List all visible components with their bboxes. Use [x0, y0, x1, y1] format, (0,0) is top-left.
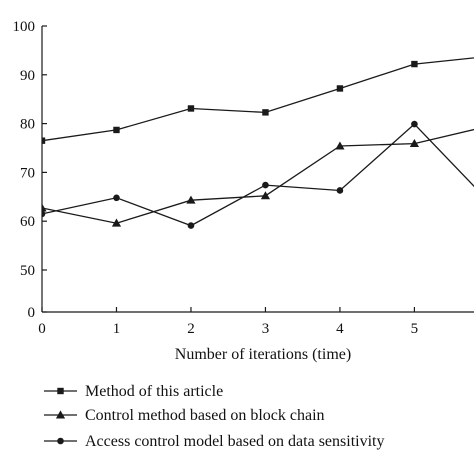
square-marker	[113, 126, 120, 134]
circle-marker	[187, 222, 195, 229]
legend-label: Access control model based on data sensi…	[85, 433, 384, 450]
x-tick-label: 3	[262, 321, 270, 337]
y-tick-label: 60	[20, 214, 35, 230]
series-method-of-this-article	[42, 57, 474, 144]
square-marker	[42, 137, 46, 144]
legend-item: Method of this article	[44, 383, 223, 400]
triangle-marker	[42, 203, 47, 212]
y-tick-label: 90	[20, 68, 35, 84]
series-access-control-model-based-on-data-sensitivity	[42, 120, 474, 229]
legend: Method of this article Control method bas…	[44, 383, 384, 450]
triangle-marker	[111, 218, 122, 227]
circle-marker	[336, 187, 344, 194]
legend-item: Control method based on block chain	[44, 407, 325, 424]
y-tick-label: 70	[20, 165, 35, 181]
y-tick-label: 0	[28, 305, 36, 321]
legend-item: Access control model based on data sensi…	[44, 433, 384, 450]
legend-label: Control method based on block chain	[85, 407, 325, 424]
circle-marker	[113, 194, 120, 202]
series-control-method-based-on-block-chain	[42, 128, 474, 227]
legend-label: Method of this article	[85, 383, 223, 400]
x-tick-label: 0	[38, 321, 46, 337]
circle-marker	[262, 181, 269, 189]
x-tick-label: 1	[113, 321, 121, 337]
legend-triangle-marker	[55, 410, 66, 419]
square-marker	[336, 85, 344, 92]
circle-marker	[42, 210, 46, 218]
legend-circle-marker	[57, 437, 64, 445]
triangle-marker	[335, 141, 345, 150]
triangle-marker	[409, 139, 420, 148]
series-line	[42, 128, 474, 224]
y-tick-label: 100	[13, 19, 36, 35]
series-layer	[42, 57, 474, 229]
series-line	[42, 123, 474, 227]
square-marker	[187, 105, 195, 112]
triangle-marker	[260, 191, 271, 200]
square-marker	[262, 109, 269, 116]
axes: 0 50 60 70 80 90 100 0 1 2 3 4 5	[13, 19, 474, 337]
square-marker	[411, 60, 418, 68]
y-tick-label: 80	[20, 117, 35, 133]
x-tick-label: 2	[187, 321, 195, 337]
triangle-marker	[186, 195, 196, 204]
y-tick-label: 50	[20, 263, 35, 279]
circle-marker	[411, 120, 418, 128]
legend-square-marker	[57, 387, 64, 395]
x-tick-label: 5	[411, 321, 419, 337]
x-tick-label: 4	[336, 321, 344, 337]
x-axis-title: Number of iterations (time)	[175, 346, 351, 363]
